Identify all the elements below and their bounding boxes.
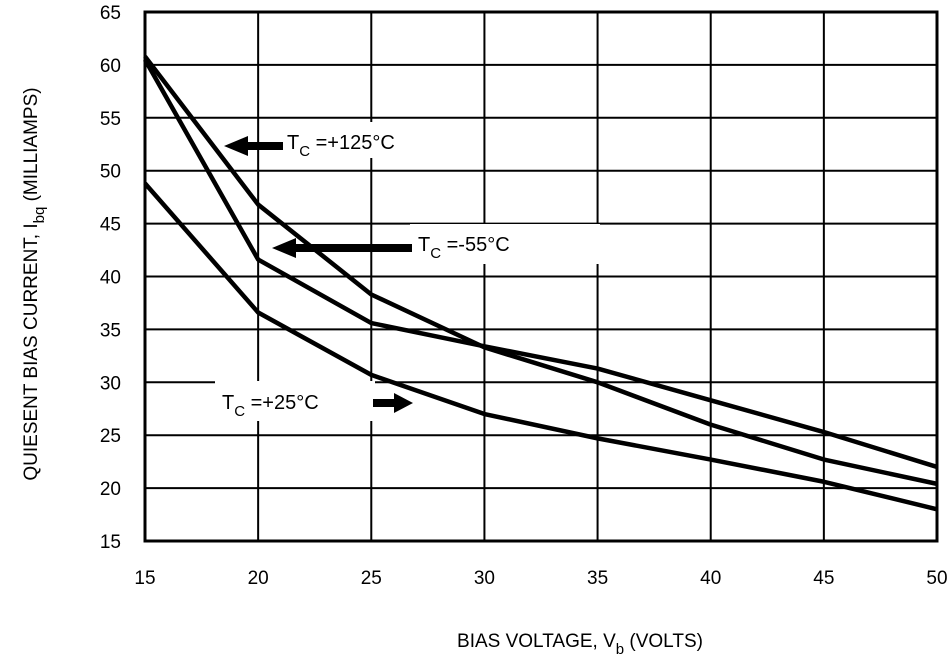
x-tick-label: 45 (813, 568, 834, 589)
annotation-125: TC =+125°C (224, 132, 395, 160)
x-tick-label: 40 (700, 568, 721, 589)
y-tick-label: 65 (100, 3, 121, 24)
y-tick-label: 35 (100, 320, 121, 341)
annotation-25-label: TC =+25°C (222, 392, 319, 420)
y-axis-title: QUIESENT BIAS CURRENT, Ibq (MILLIAMPS) (21, 87, 48, 480)
y-tick-label: 40 (100, 268, 121, 289)
annotation-55-label: TC =-55°C (418, 234, 510, 262)
y-tick-label: 15 (100, 532, 121, 553)
arrow-left-icon (272, 238, 412, 258)
series-minus-55-line (143, 58, 938, 470)
x-tick-label: 35 (587, 568, 608, 589)
y-tick-label: 25 (100, 426, 121, 447)
series-125-line (143, 55, 938, 487)
x-tick-label: 15 (134, 568, 155, 589)
annotation-55: TC =-55°C (272, 234, 510, 262)
y-tick-label: 55 (100, 109, 121, 130)
x-tick-label: 30 (474, 568, 495, 589)
arrow-left-icon (224, 136, 283, 156)
y-tick-label: 30 (100, 373, 121, 394)
x-axis-title: BIAS VOLTAGE, Vb (VOLTS) (457, 631, 703, 656)
series-25-line (143, 181, 938, 512)
y-tick-label: 50 (100, 162, 121, 183)
series-layer (143, 55, 938, 512)
y-tick-labels: 15 20 25 30 35 40 45 50 55 60 65 (100, 3, 121, 553)
annotation-125-label: TC =+125°C (287, 132, 395, 160)
x-tick-labels: 15 20 25 30 35 40 45 50 (134, 568, 947, 589)
x-tick-label: 50 (926, 568, 947, 589)
y-tick-label: 60 (100, 56, 121, 77)
plot-frame (143, 10, 939, 543)
y-tick-label: 45 (100, 215, 121, 236)
x-tick-label: 20 (248, 568, 269, 589)
label-mask-55 (410, 224, 600, 264)
annotation-25: TC =+25°C (222, 392, 413, 420)
x-tick-label: 25 (361, 568, 382, 589)
label-mask-125 (270, 122, 425, 158)
arrow-right-icon (373, 393, 413, 413)
label-mask-25 (215, 381, 375, 421)
y-tick-label: 20 (100, 479, 121, 500)
grid (144, 11, 938, 542)
